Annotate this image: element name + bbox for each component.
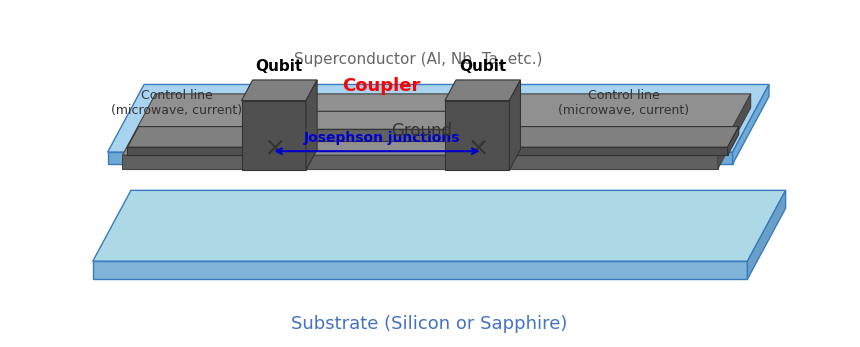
Polygon shape <box>445 80 520 101</box>
Polygon shape <box>93 191 786 261</box>
Polygon shape <box>242 80 317 101</box>
Text: Josephson junctions: Josephson junctions <box>304 131 460 145</box>
Polygon shape <box>256 127 267 155</box>
Polygon shape <box>256 129 509 141</box>
Polygon shape <box>122 94 751 155</box>
Text: Control line
(microwave, current): Control line (microwave, current) <box>558 89 690 117</box>
Polygon shape <box>509 111 519 141</box>
Polygon shape <box>306 80 317 170</box>
Polygon shape <box>242 101 306 170</box>
Polygon shape <box>93 261 747 279</box>
Polygon shape <box>728 127 739 155</box>
Polygon shape <box>127 127 267 147</box>
Text: Coupler: Coupler <box>341 77 421 95</box>
Polygon shape <box>509 80 520 170</box>
Polygon shape <box>256 111 519 129</box>
Polygon shape <box>733 84 769 164</box>
Polygon shape <box>747 191 786 279</box>
Polygon shape <box>108 152 733 164</box>
Polygon shape <box>509 127 739 147</box>
Text: Superconductor (Al, Nb, Ta, etc.): Superconductor (Al, Nb, Ta, etc.) <box>294 52 543 67</box>
Polygon shape <box>127 147 256 155</box>
Text: Control line
(microwave, current): Control line (microwave, current) <box>112 89 243 117</box>
Polygon shape <box>718 94 751 169</box>
Polygon shape <box>445 101 509 170</box>
Text: Qubit: Qubit <box>459 59 507 74</box>
Polygon shape <box>122 155 718 169</box>
Polygon shape <box>108 84 769 152</box>
Text: Substrate (Silicon or Sapphire): Substrate (Silicon or Sapphire) <box>292 315 568 333</box>
Polygon shape <box>509 147 728 155</box>
Text: Qubit: Qubit <box>255 59 303 74</box>
Text: Ground: Ground <box>391 122 452 141</box>
